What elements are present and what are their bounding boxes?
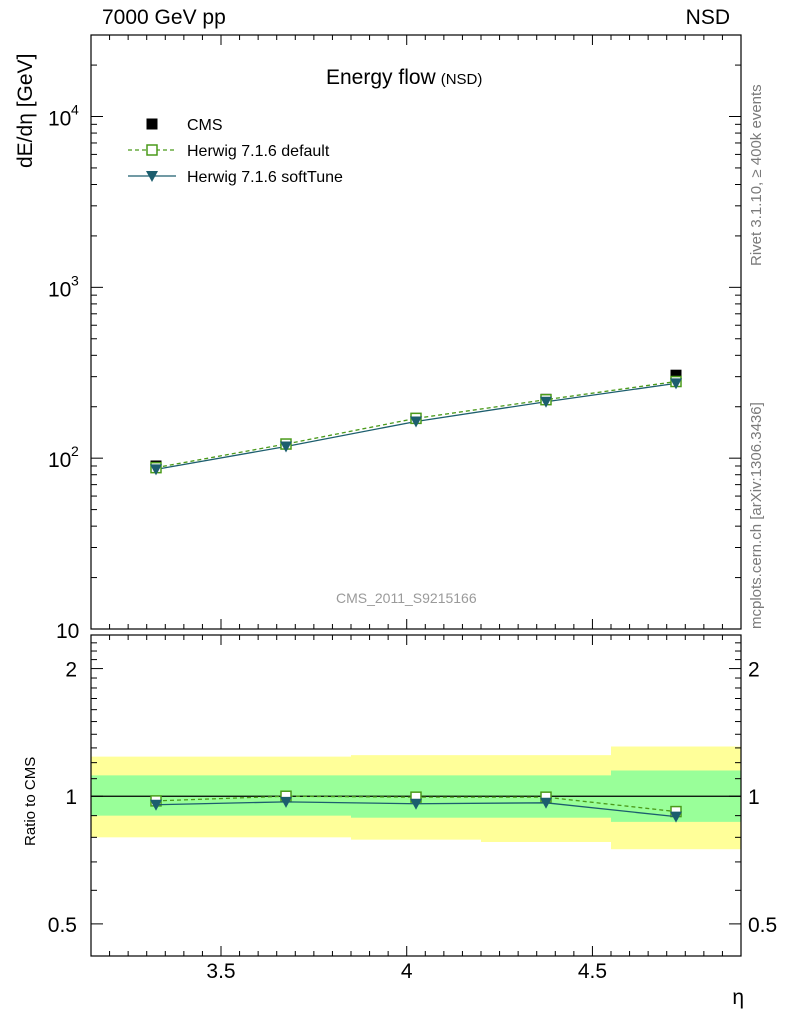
main-y-tick-label-2: 10 <box>48 278 71 301</box>
ratio-point-1-2 <box>410 798 422 810</box>
main-point-0-4 <box>670 369 682 381</box>
legend-marker-1 <box>146 144 158 156</box>
legend-marker-2 <box>146 171 158 182</box>
plot-frames <box>90 34 742 957</box>
analysis-reference: CMS_2011_S9215166 <box>336 590 477 606</box>
plot-title: Energy flow (NSD) <box>326 66 482 90</box>
main-y-tick-exponent-1: 2 <box>71 443 79 459</box>
plot-title-sub: (NSD) <box>440 71 483 88</box>
ratio-bands <box>91 746 741 850</box>
main-y-tick-exponent-2: 3 <box>71 272 79 288</box>
ratio-y-tick-label-right-2: 2 <box>748 659 760 682</box>
main-point-2-4 <box>670 378 682 390</box>
plot-title-main: Energy flow <box>326 66 436 89</box>
x-axis-title: η <box>732 986 744 1009</box>
legend: CMS Herwig 7.1.6 default Herwig 7.1.6 soft… <box>128 117 343 186</box>
x-tick-label-1: 4 <box>401 960 413 983</box>
legend-label-1: Herwig 7.1.6 default <box>187 143 330 160</box>
main-y-tick-label-3: 10 <box>48 108 71 131</box>
ratio-y-tick-label-right-1: 1 <box>748 786 760 809</box>
ratio-point-1-0 <box>150 799 162 811</box>
main-point-2-0 <box>150 464 162 476</box>
ratio-y-tick-label-left-1: 1 <box>65 786 77 809</box>
series-layer <box>150 369 682 823</box>
main-y-tick-exponent-3: 4 <box>71 102 79 118</box>
main-y-tick-label-0: 10 <box>56 620 79 643</box>
main-plot-frame <box>90 34 742 630</box>
ratio-y-tick-label-left-0: 0.5 <box>48 914 77 937</box>
main-point-2-3 <box>540 396 552 408</box>
ratio-y-tick-label-left-2: 2 <box>65 659 77 682</box>
main-point-2-2 <box>410 416 422 428</box>
x-tick-label-2: 4.5 <box>578 960 607 983</box>
main-point-2-1 <box>280 441 292 453</box>
legend-marker-0 <box>146 118 158 130</box>
ratio-plot-frame <box>90 634 742 957</box>
main-y-tick-label-1: 10 <box>48 449 71 472</box>
x-tick-label-0: 3.5 <box>206 960 235 983</box>
ratio-y-tick-label-right-0: 0.5 <box>748 914 777 937</box>
ratio-point-1-3 <box>540 797 552 809</box>
process-label: NSD <box>685 6 730 29</box>
ratio-point-1-1 <box>280 796 292 808</box>
legend-label-0: CMS <box>187 117 223 134</box>
collision-label: 7000 GeV pp <box>102 6 226 29</box>
legend-label-2: Herwig 7.1.6 softTune <box>187 169 343 186</box>
ratio-point-1-4 <box>670 811 682 823</box>
